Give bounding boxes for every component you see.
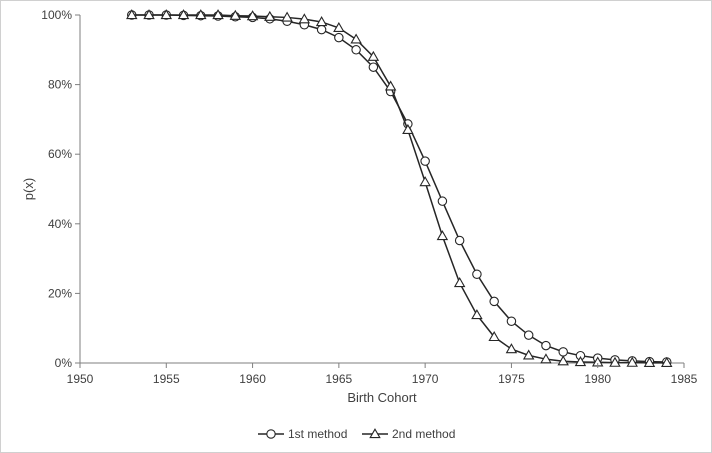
x-axis-label: Birth Cohort [347,390,417,405]
y-axis-label: p(x) [21,178,36,200]
data-point [523,330,534,340]
x-tick-label: 1970 [412,372,439,386]
data-point [368,62,379,72]
data-point [316,24,327,35]
data-point [557,355,569,366]
data-point [558,347,568,357]
data-point [609,356,621,367]
data-point [333,21,345,33]
data-point [246,10,259,21]
y-tick-label: 20% [48,286,72,300]
series-2 [126,9,673,367]
legend: 1st method 2nd method [258,427,455,441]
x-tick-label: 1985 [671,372,698,386]
data-point [541,340,551,351]
data-point [334,32,344,43]
x-tick-label: 1960 [239,372,266,386]
series-line [131,14,667,364]
x-tick-label: 1965 [326,372,353,386]
data-point [143,9,155,20]
data-point [177,9,190,20]
y-tick-label: 60% [48,147,72,161]
data-point [574,356,587,367]
x-tick-label: 1950 [67,372,94,386]
legend-label: 2nd method [392,427,455,441]
x-tick-label: 1975 [498,372,525,386]
data-point [264,10,276,21]
data-point [126,9,138,20]
data-point [488,330,500,342]
legend-item-2: 2nd method [362,427,455,441]
legend-marker [369,428,381,439]
data-point [298,13,311,24]
legend-item-1: 1st method [258,427,347,441]
data-point [505,343,518,354]
x-tick-label: 1980 [584,372,611,386]
data-point [315,16,328,27]
data-point [437,196,448,206]
data-point [195,9,207,20]
data-point [540,353,552,364]
ticks: 1950 1955 1960 1965 1970 1975 1980 1985 0% 20% 40%… [41,8,697,386]
data-point [419,176,431,187]
legend-marker [266,429,276,439]
series-line [131,14,667,363]
data-point [281,11,293,22]
data-point [420,156,430,166]
data-point [367,50,380,61]
legend-label: 1st method [288,427,347,441]
data-point [351,45,361,55]
y-tick-label: 80% [48,78,72,92]
data-point [453,277,466,288]
data-point [643,356,656,367]
data-point [350,33,362,44]
data-point [522,349,535,360]
x-tick-label: 1955 [153,372,180,386]
data-point [506,316,517,326]
y-tick-label: 100% [41,8,72,22]
data-point [402,123,414,134]
data-point [489,296,499,307]
data-point [626,356,638,367]
axes [79,15,684,364]
data-point [454,235,465,246]
data-point [160,9,173,20]
y-tick-label: 0% [55,356,73,370]
data-point [229,9,242,20]
data-point [660,356,673,367]
y-tick-label: 40% [48,217,72,231]
data-point [471,309,483,320]
data-point [212,9,224,20]
data-point [384,80,397,91]
series-layer [126,9,673,367]
data-point [436,230,449,241]
data-point [472,269,482,280]
series-1 [127,10,672,367]
